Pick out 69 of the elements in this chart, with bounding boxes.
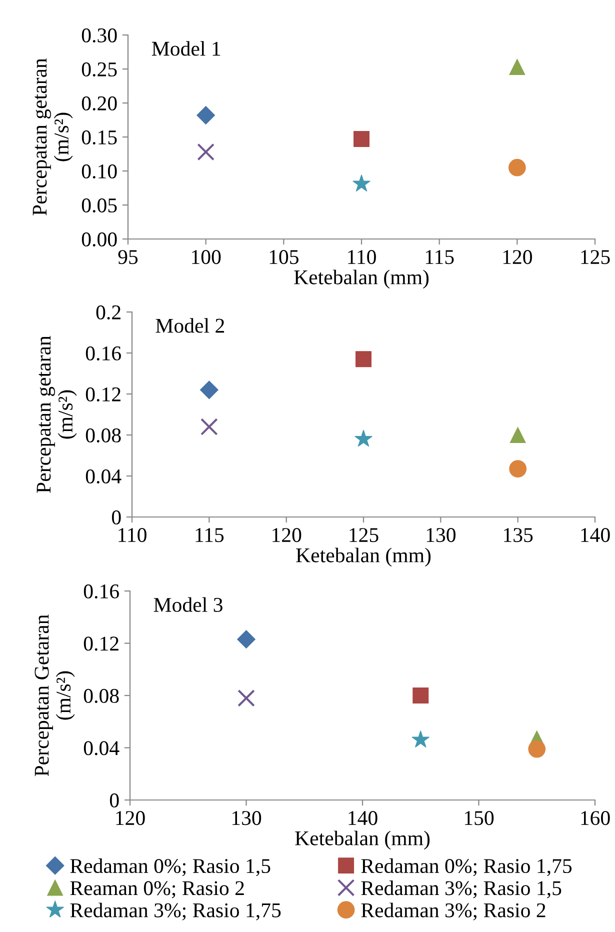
point [509,460,527,478]
y-tick-label: 0.00 [82,232,117,247]
y-tick-label: 0.04 [86,469,122,484]
point [508,158,526,176]
y-tick-label: 0.25 [82,62,117,77]
point [200,380,218,400]
x-tick-label: 125 [350,528,378,542]
x-tick-label: 130 [426,528,456,542]
x-tick-label: 120 [503,250,532,264]
x-tick-label: 120 [272,528,302,542]
point [354,430,372,447]
x-axis-title: Ketebalan (mm) [296,548,431,567]
annotation: Model 2 [156,318,224,333]
y-tick-label: 0.12 [84,636,118,651]
point [196,106,216,124]
y-axis-title: Percepatan getaran (m/s²) [32,58,73,216]
point [510,427,526,443]
x-tick-label: 160 [581,811,610,826]
y-tick-label: 0.16 [84,584,119,599]
point [528,740,546,758]
point [238,689,255,707]
legend-label: Redaman 0%; Rasio 1,5 [70,858,270,876]
y-tick-label: 0.05 [82,198,117,213]
legend-label: Redaman 3%; Rasio 1,75 [70,902,281,920]
y-tick-label: 0.12 [86,387,120,402]
legend-label: Reaman 0%; Rasio 2 [70,881,244,898]
x-axis-title: Ketebalan (mm) [295,830,430,850]
x-tick-label: 120 [116,811,145,826]
x-tick-label: 130 [232,811,262,826]
point [200,418,218,436]
point [354,131,370,148]
x-tick-label: 110 [118,528,146,542]
y-tick-label: 0.15 [82,130,117,145]
x-tick-label: 110 [348,250,376,264]
y-tick-label: 0 [110,793,119,808]
legend-label: Redaman 0%; Rasio 1,75 [361,858,572,876]
x-tick-label: 115 [426,250,454,264]
y-tick-label: 0.20 [82,96,117,111]
x-tick-label: 95 [118,250,138,264]
point [412,688,429,704]
y-tick-label: 0.10 [82,164,117,179]
annotation: Model 1 [152,41,220,56]
y-tick-label: 0.2 [96,305,120,320]
x-tick-label: 140 [348,811,378,826]
x-tick-label: 115 [196,528,224,542]
y-tick-label: 0.30 [82,28,117,43]
x-tick-label: 100 [192,250,221,264]
x-tick-label: 135 [504,528,533,542]
y-tick-label: 0 [112,510,121,524]
annotation: Model 3 [154,597,222,612]
y-axis-title: Percepatan Getaran (m/s²) [34,614,75,776]
x-axis-title: Ketebalan (mm) [294,270,429,289]
y-axis-title: Percepatan getaran (m/s²) [36,336,77,493]
x-tick-label: 125 [581,250,610,264]
x-tick-label: 105 [270,250,298,264]
point [356,351,372,368]
point [197,143,215,161]
y-tick-label: 0.04 [84,741,120,756]
legend-label: Redaman 3%; Rasio 1,5 [361,880,562,898]
point [237,630,256,649]
x-tick-label: 140 [581,528,610,542]
x-tick-label: 150 [464,811,494,826]
y-tick-label: 0.08 [84,688,119,704]
legend-label: Redaman 3%; Rasio 2 [361,902,546,920]
y-tick-label: 0.08 [86,428,121,443]
point [352,174,370,192]
point [509,58,526,75]
y-tick-label: 0.16 [86,346,121,361]
point [412,730,430,748]
